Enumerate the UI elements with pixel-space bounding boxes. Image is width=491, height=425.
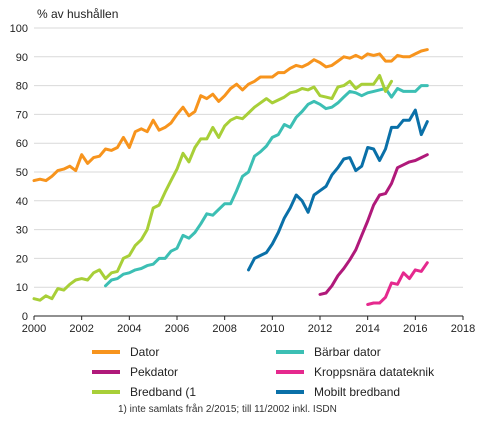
- x-tick-labels: 2000 2002 2004 2006 2008 2010 2012 2014 2016 2018: [22, 323, 475, 335]
- x-tick-label: 2006: [165, 323, 189, 335]
- legend-label: Bredband (1: [130, 385, 197, 399]
- legend-label: Mobilt bredband: [314, 385, 401, 399]
- legend-swatch: [276, 350, 304, 354]
- series-line-bredband-1: [32, 74, 393, 302]
- x-tick-label: 2014: [355, 323, 379, 335]
- legend-label: Kroppsnära datateknik: [314, 365, 435, 379]
- y-tick-label: 100: [10, 23, 28, 35]
- legend-swatch: [92, 390, 120, 394]
- series-line-kroppsn-ra-datateknik: [366, 261, 429, 306]
- y-tick-labels: 0 10 20 30 40 50 60 70 80 90 100: [10, 23, 28, 323]
- legend-label: Bärbar dator: [314, 345, 381, 359]
- axes: [33, 315, 464, 320]
- series-line-pekdator: [318, 153, 429, 296]
- y-tick-label: 70: [16, 109, 28, 121]
- x-tick-label: 2012: [308, 323, 332, 335]
- legend-swatch: [92, 370, 120, 374]
- y-tick-label: 90: [16, 52, 28, 64]
- series-line-mobilt-bredband: [247, 108, 429, 272]
- legend-item-mobilt-bredband: Mobilt bredband: [276, 383, 400, 401]
- y-tick-label: 40: [16, 196, 28, 208]
- x-tick-label: 2016: [403, 323, 427, 335]
- series-line-dator: [32, 48, 429, 183]
- y-tick-label: 20: [16, 253, 28, 265]
- series-lines: [32, 48, 429, 306]
- legend-item-pekdator: Pekdator: [92, 363, 178, 381]
- y-tick-label: 30: [16, 225, 28, 237]
- series-line-b-rbar-dator: [104, 84, 429, 288]
- legend-swatch: [276, 370, 304, 374]
- x-tick-label: 2000: [22, 323, 46, 335]
- y-tick-label: 80: [16, 81, 28, 93]
- legend-swatch: [276, 390, 304, 394]
- y-tick-label: 60: [16, 138, 28, 150]
- x-tick-label: 2008: [212, 323, 236, 335]
- legend-item-kroppsnara: Kroppsnära datateknik: [276, 363, 434, 381]
- y-axis-label: % av hushållen: [37, 7, 118, 21]
- x-tick-label: 2010: [260, 323, 284, 335]
- y-tick-label: 0: [22, 311, 28, 323]
- footnote: 1) inte samlats från 2/2015; till 11/200…: [118, 404, 337, 415]
- x-tick-label: 2018: [451, 323, 475, 335]
- legend-label: Dator: [130, 345, 160, 359]
- legend-item-bredband: Bredband (1: [92, 383, 196, 401]
- x-tick-label: 2004: [117, 323, 141, 335]
- legend-item-dator: Dator: [92, 343, 159, 361]
- y-tick-label: 50: [16, 167, 28, 179]
- y-tick-label: 10: [16, 282, 28, 294]
- legend-swatch: [92, 350, 120, 354]
- legend: Dator Bärbar dator Pekdator Kroppsnära d…: [92, 343, 482, 407]
- legend-label: Pekdator: [130, 365, 179, 379]
- legend-item-barbar-dator: Bärbar dator: [276, 343, 381, 361]
- x-tick-label: 2002: [69, 323, 93, 335]
